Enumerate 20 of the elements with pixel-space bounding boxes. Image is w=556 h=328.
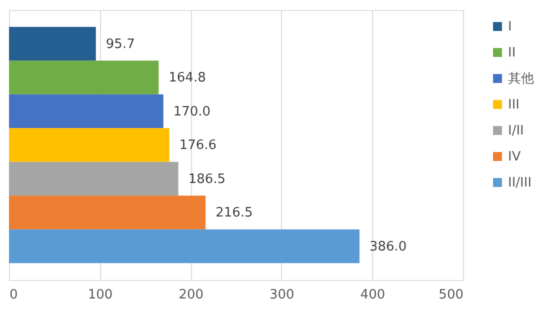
data-label: 95.7 — [106, 36, 135, 52]
data-label: 186.5 — [188, 172, 226, 187]
legend-label: III — [508, 98, 520, 112]
x-tick-label: 500 — [438, 288, 464, 302]
data-label: 170.0 — [173, 104, 211, 120]
data-label: 216.5 — [216, 206, 253, 220]
data-label: 176.6 — [179, 138, 217, 153]
legend-label: II/III — [508, 176, 532, 190]
legend-label: 其他 — [508, 72, 534, 86]
x-tick-label: 300 — [269, 288, 294, 302]
legend-label: I/II — [508, 124, 524, 138]
legend-label: IV — [508, 150, 521, 164]
x-tick-label: 0 — [10, 288, 18, 302]
legend-label: I — [508, 20, 512, 34]
legend-label: II — [508, 46, 516, 60]
x-tick-label: 100 — [88, 288, 113, 302]
x-tick-label: 400 — [360, 288, 386, 302]
data-label: 386.0 — [369, 239, 407, 254]
x-tick-label: 200 — [178, 288, 204, 302]
data-label: 164.8 — [168, 70, 206, 86]
